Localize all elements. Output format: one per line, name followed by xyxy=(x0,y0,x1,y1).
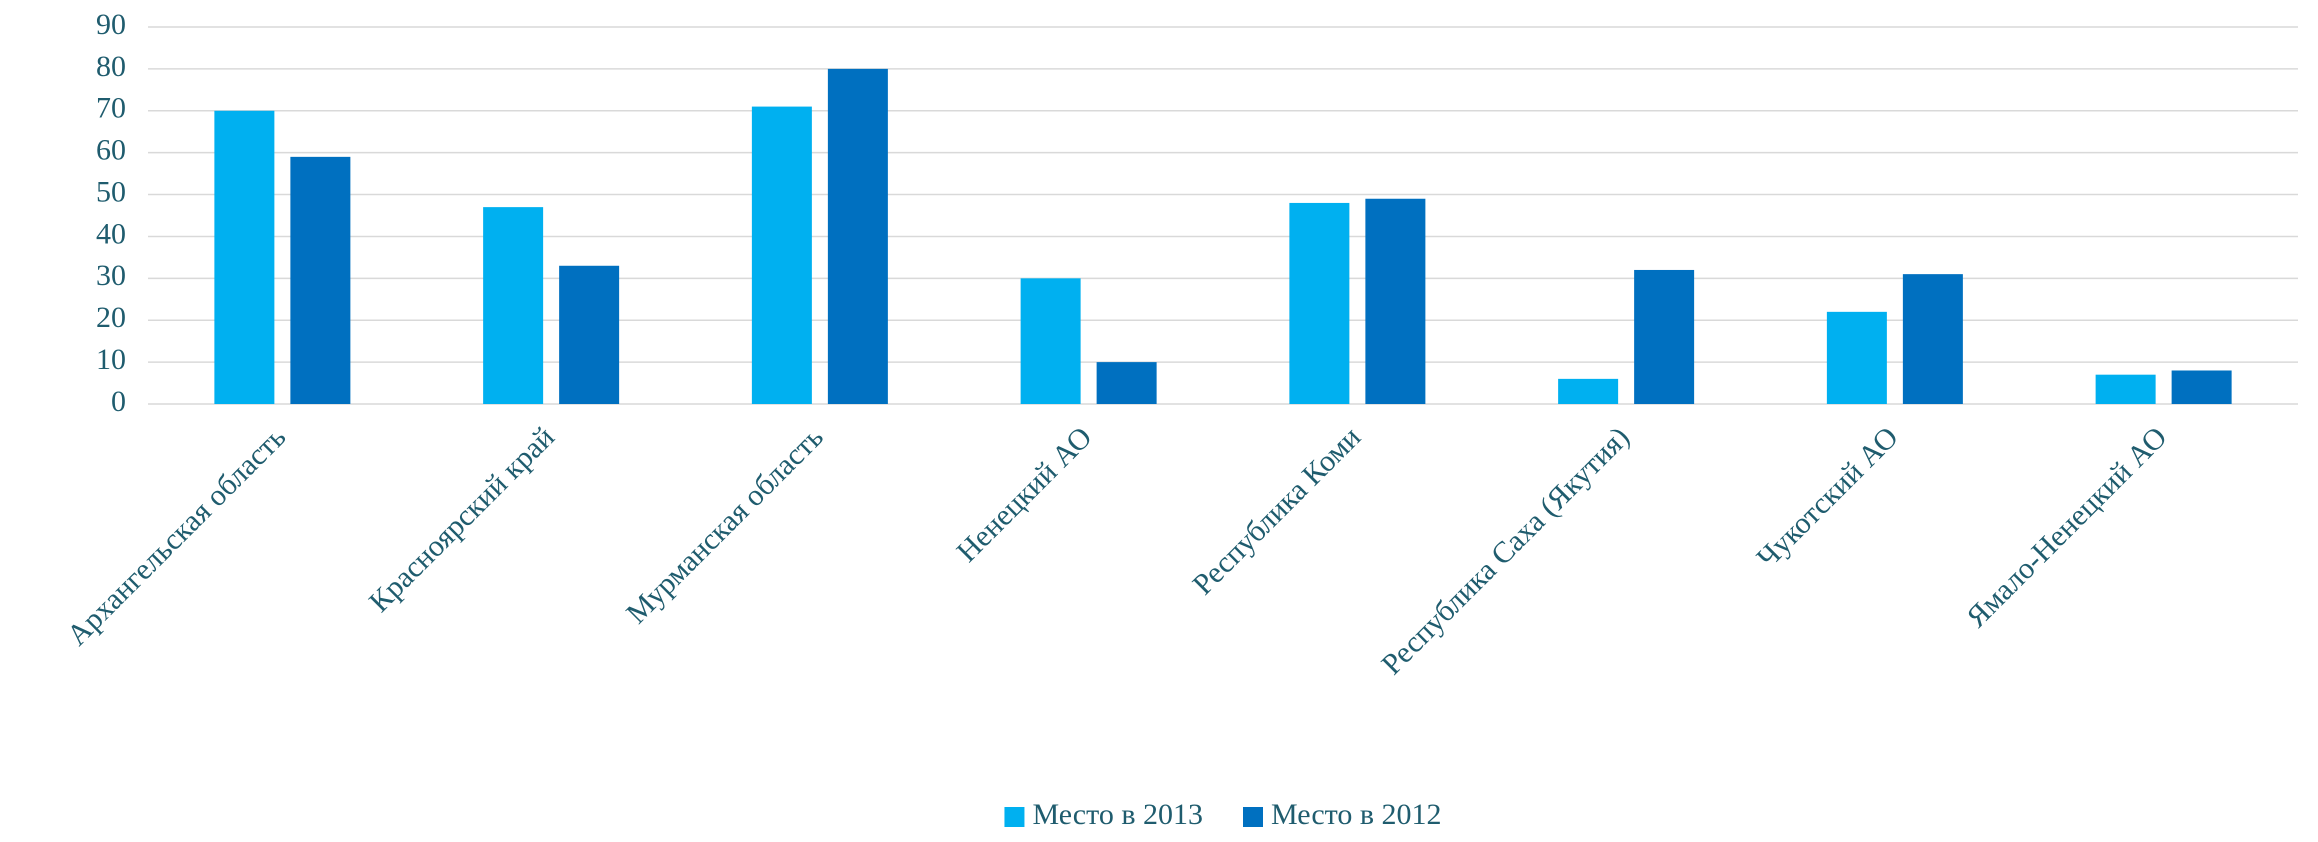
y-tick-label: 30 xyxy=(96,259,126,292)
legend-swatch xyxy=(1004,807,1025,827)
bar xyxy=(483,207,544,404)
x-tick-label: Республика Саха (Якутия) xyxy=(1375,420,1636,681)
bar xyxy=(2095,374,2156,404)
x-tick-label: Республика Коми xyxy=(1186,420,1367,601)
x-tick-label: Чукотский АО xyxy=(1751,420,1905,574)
legend-label: Место в 2013 xyxy=(1032,798,1203,831)
y-tick-label: 20 xyxy=(96,301,126,334)
bar xyxy=(751,106,812,404)
bar xyxy=(1365,198,1426,404)
x-tick-label: Мурманская область xyxy=(620,420,830,630)
legend-label: Место в 2012 xyxy=(1271,798,1442,831)
bar xyxy=(1558,378,1619,404)
bar xyxy=(827,68,888,404)
y-tick-label: 90 xyxy=(96,8,126,41)
y-tick-label: 0 xyxy=(111,385,126,418)
y-tick-label: 10 xyxy=(96,343,126,376)
x-tick-label: Красноярский край xyxy=(363,420,561,618)
bar xyxy=(1289,202,1350,404)
bar xyxy=(559,265,620,404)
legend-swatch xyxy=(1243,807,1263,827)
bar xyxy=(1902,274,1963,404)
bar xyxy=(1096,362,1157,404)
bar xyxy=(214,110,275,405)
bar xyxy=(290,156,351,404)
bar xyxy=(1826,311,1887,404)
x-tick-label: Ненецкий АО xyxy=(950,420,1098,568)
x-tick-label: Ямало-Ненецкий АО xyxy=(1960,420,2173,633)
bar xyxy=(1634,269,1695,404)
y-tick-label: 60 xyxy=(96,134,126,167)
x-tick-label: Архангельская область xyxy=(61,420,293,652)
y-tick-label: 50 xyxy=(96,175,126,208)
y-tick-label: 40 xyxy=(96,217,126,250)
bar xyxy=(2171,370,2232,404)
y-tick-label: 70 xyxy=(96,92,126,125)
y-tick-label: 80 xyxy=(96,50,126,83)
bar xyxy=(1020,278,1081,404)
